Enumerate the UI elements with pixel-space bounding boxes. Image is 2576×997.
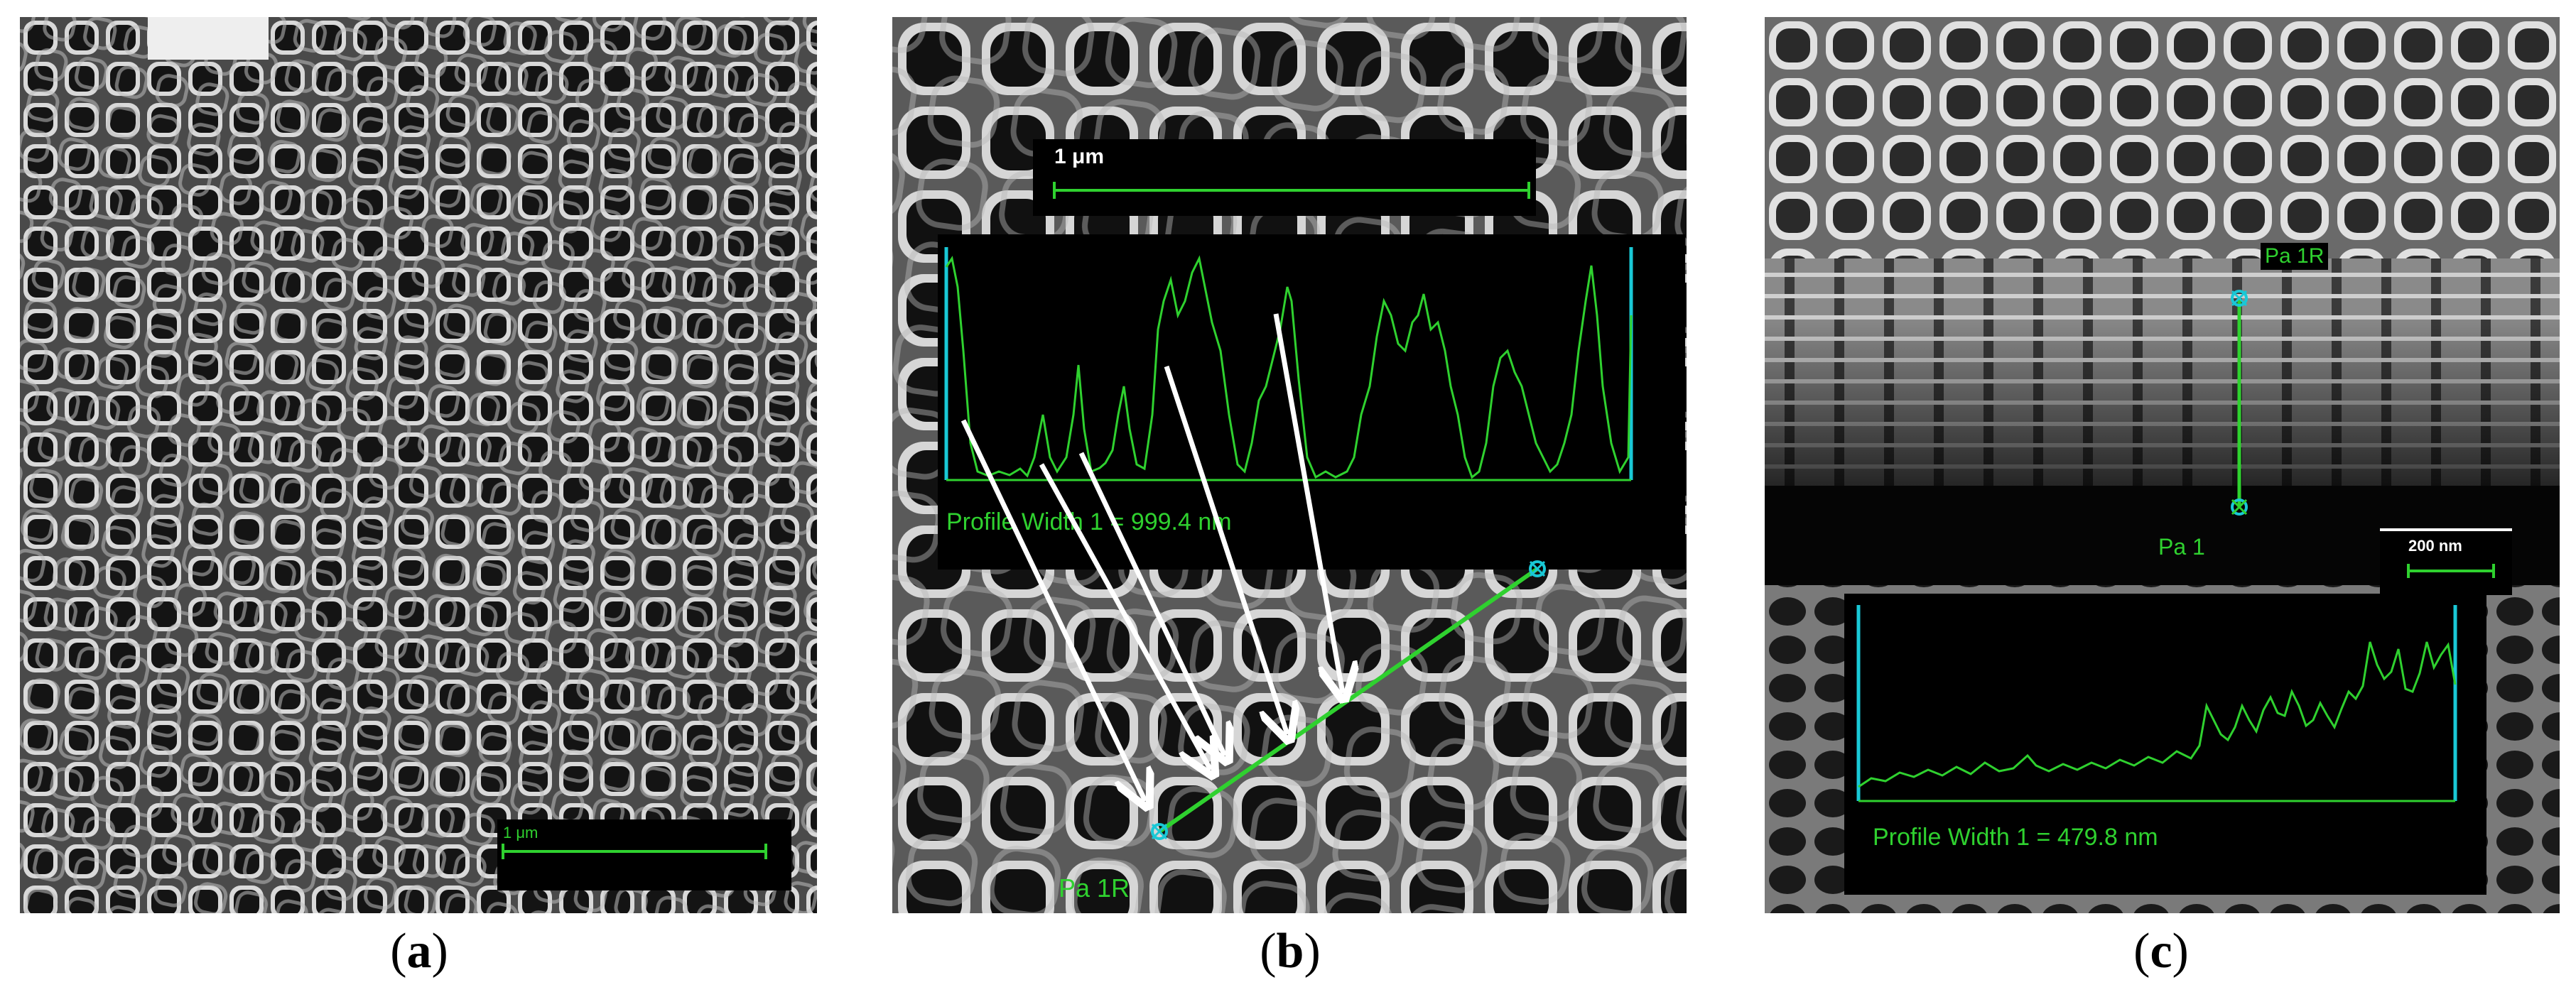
caption-a-close: ) — [431, 924, 448, 979]
caption-b: (b) — [1184, 923, 1397, 980]
profile-width-label-c: Profile Width 1 = 479.8 nm — [1873, 824, 2158, 851]
profile-overlay-b — [944, 182, 1633, 840]
scale-bar-lines-c — [2380, 528, 2512, 578]
caption-c-letter: c — [2150, 924, 2172, 979]
scale-bar-box-a — [497, 819, 791, 890]
caption-b-close: ) — [1304, 924, 1321, 979]
profile-plot-box-c — [1844, 594, 2486, 895]
nanotube-texture-a — [20, 17, 817, 913]
caption-a-letter: a — [406, 924, 432, 979]
sem-image-panel-a: 1 μm — [20, 17, 817, 913]
scale-bar-box-c — [2380, 530, 2512, 595]
scale-bar-label-a: 1 μm — [503, 824, 539, 841]
profile-width-label-b: Profile Width 1 = 999.4 nm — [946, 508, 1232, 535]
caption-c: (c) — [2055, 923, 2268, 980]
sem-image-panel-c: Pa 1R Pa 1 200 nm Profile Width 1 = 479.… — [1765, 17, 2560, 913]
marker-bottom-label-c: Pa 1 — [2158, 534, 2205, 560]
sem-image-panel-b: 1 μm Profile Width 1 = 999.4 nm — [892, 17, 1687, 913]
profile-overlay-c — [1856, 605, 2457, 802]
scale-bar-line-a — [502, 844, 767, 859]
caption-c-open: ( — [2133, 924, 2150, 979]
caption-b-letter: b — [1276, 924, 1304, 979]
caption-a-open: ( — [390, 924, 407, 979]
scale-bar-box-b — [1033, 139, 1536, 216]
caption-a: (a) — [313, 923, 526, 980]
marker-label-pa1r-b: Pa 1R — [1059, 873, 1130, 903]
scale-bar-label-c: 200 nm — [2408, 537, 2462, 555]
scale-bar-label-b: 1 μm — [1054, 145, 1105, 168]
caption-b-open: ( — [1260, 924, 1277, 979]
caption-c-close: ) — [2172, 924, 2189, 979]
marker-overlay-c — [2231, 290, 2248, 516]
marker-top-label-c: Pa 1R — [2261, 243, 2329, 270]
